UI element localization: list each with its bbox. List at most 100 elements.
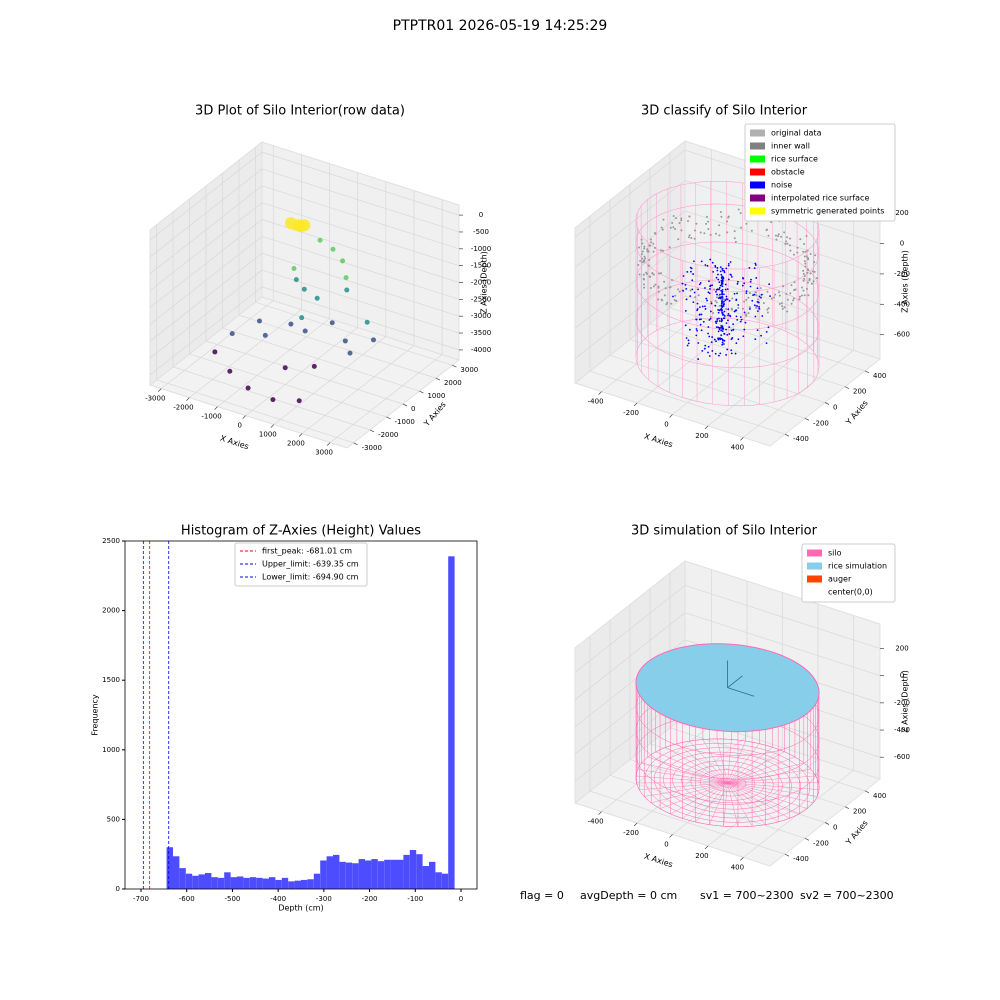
noise-point bbox=[711, 336, 714, 338]
noise-point bbox=[723, 271, 726, 274]
wall-point bbox=[777, 235, 780, 238]
noise-point bbox=[724, 283, 727, 286]
noise-point bbox=[735, 299, 738, 302]
noise-point bbox=[767, 326, 770, 329]
wall-point bbox=[785, 293, 788, 296]
noise-point bbox=[726, 288, 729, 291]
noise-point bbox=[710, 341, 713, 344]
legend-swatch bbox=[750, 181, 765, 189]
wall-point bbox=[803, 277, 806, 280]
noise-point bbox=[718, 317, 720, 320]
point bbox=[294, 220, 307, 233]
wall-point bbox=[755, 306, 758, 309]
tick-mark bbox=[804, 418, 810, 421]
noise-point bbox=[695, 334, 698, 337]
point bbox=[227, 368, 233, 374]
y-tick-label: 1500 bbox=[102, 676, 120, 684]
wall-point bbox=[694, 296, 697, 299]
wall-point bbox=[733, 237, 736, 240]
x-axis-label: Depth (cm) bbox=[278, 904, 323, 913]
noise-point bbox=[717, 337, 719, 340]
wall-point bbox=[731, 297, 734, 300]
wall-point bbox=[804, 250, 807, 253]
silo-wire bbox=[655, 751, 728, 784]
noise-point bbox=[765, 330, 768, 333]
wall-point bbox=[805, 235, 808, 238]
wall-point bbox=[789, 249, 792, 252]
noise-point bbox=[709, 285, 712, 288]
wall-point bbox=[714, 299, 717, 302]
wall-point bbox=[739, 212, 742, 215]
silo-wire bbox=[651, 782, 728, 804]
grid-line bbox=[684, 240, 881, 305]
noise-point bbox=[718, 281, 721, 284]
wall-point bbox=[804, 265, 807, 268]
noise-point bbox=[711, 350, 714, 352]
wall-point bbox=[665, 303, 668, 306]
bar bbox=[307, 879, 314, 889]
noise-point bbox=[737, 338, 740, 341]
wall-point bbox=[755, 291, 758, 294]
wall-point bbox=[690, 237, 693, 240]
wall-point bbox=[802, 279, 805, 282]
wall-point bbox=[802, 243, 805, 246]
wall-point bbox=[802, 272, 805, 275]
noise-point bbox=[715, 276, 718, 279]
wall-point bbox=[657, 290, 660, 293]
silo-wire bbox=[727, 782, 800, 815]
silo-wire bbox=[709, 782, 728, 825]
wall-point bbox=[809, 272, 812, 275]
wall-point bbox=[770, 297, 773, 300]
axes-frame bbox=[124, 540, 478, 890]
noise-point bbox=[723, 293, 725, 296]
noise-point bbox=[721, 306, 724, 308]
wall-point bbox=[644, 257, 647, 260]
wall-point bbox=[766, 228, 769, 231]
bar bbox=[352, 863, 359, 889]
noise-point bbox=[702, 320, 705, 323]
point bbox=[294, 223, 300, 229]
wall-point bbox=[762, 302, 765, 305]
z-tick-label: -3500 bbox=[471, 329, 491, 337]
noise-point bbox=[716, 318, 719, 320]
noise-point bbox=[723, 333, 726, 335]
wall-point bbox=[670, 278, 673, 281]
noise-point bbox=[718, 309, 721, 312]
wall-point bbox=[730, 308, 733, 311]
noise-point bbox=[716, 293, 718, 296]
noise-point bbox=[756, 329, 759, 332]
bar bbox=[288, 881, 295, 889]
grid-line bbox=[609, 774, 806, 839]
tick-mark bbox=[864, 790, 870, 794]
noise-point bbox=[743, 311, 746, 314]
noise-point bbox=[722, 276, 725, 279]
legend-label: symmetric generated points bbox=[771, 207, 884, 216]
wall-point bbox=[663, 280, 666, 283]
grid-line bbox=[574, 210, 686, 299]
noise-point bbox=[721, 290, 724, 293]
wall-point bbox=[661, 249, 664, 252]
noise-point bbox=[708, 355, 711, 357]
noise-point bbox=[751, 299, 754, 302]
z-tick-label: 0 bbox=[900, 240, 904, 248]
y-tick-label: 400 bbox=[873, 792, 886, 800]
noise-point bbox=[705, 297, 708, 300]
wall-point bbox=[815, 277, 818, 280]
noise-point bbox=[690, 270, 692, 273]
noise-point bbox=[699, 323, 702, 326]
noise-point bbox=[728, 299, 731, 302]
wall-point bbox=[806, 281, 809, 284]
tick-mark bbox=[186, 397, 190, 401]
wall-point bbox=[806, 268, 809, 271]
wall-point bbox=[652, 273, 655, 276]
tick-mark bbox=[824, 822, 830, 825]
wall-point bbox=[803, 260, 806, 263]
noise-point bbox=[745, 290, 748, 293]
noise-point bbox=[684, 283, 687, 286]
wall-point bbox=[643, 286, 646, 289]
wall-point bbox=[727, 216, 730, 219]
y-tick-label: 0 bbox=[411, 405, 415, 413]
x-tick-label: -200 bbox=[623, 829, 639, 837]
bar bbox=[365, 860, 372, 889]
noise-point bbox=[742, 335, 745, 338]
